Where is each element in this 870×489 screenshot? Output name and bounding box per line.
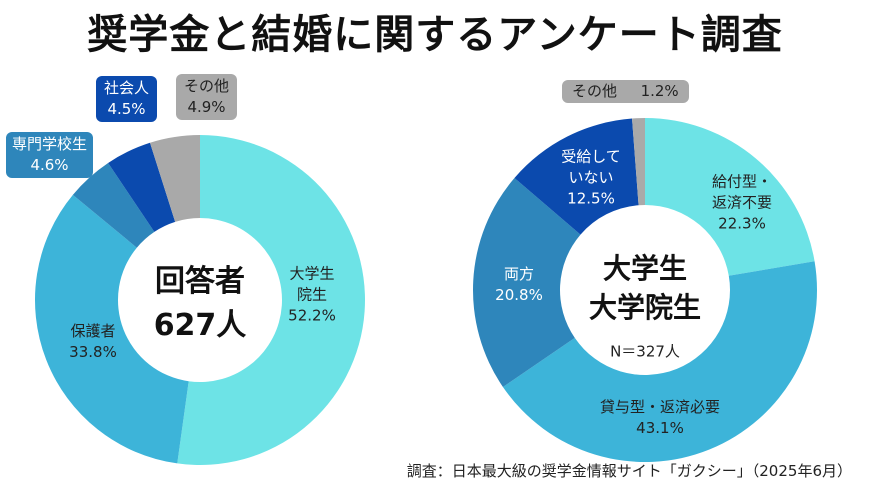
label-line: その他 <box>184 77 230 95</box>
source-footer: 調査：日本最大級の奨学金情報サイト「ガクシー」（2025年6月） <box>406 462 852 480</box>
left-center-label-line1: 回答者 <box>155 264 245 299</box>
right-label-other: その他 1.2% <box>562 80 689 103</box>
right-n-label: N＝327人 <box>610 342 680 361</box>
label-value: 12.5% <box>567 189 615 208</box>
left-label-other: その他 4.9% <box>176 74 238 120</box>
right-label-none: 受給して いない 12.5% <box>561 147 621 210</box>
label-value: 1.2% <box>640 82 679 100</box>
right-label-loan: 貸与型・返済必要 43.1% <box>600 397 720 439</box>
left-label-worker: 社会人 4.5% <box>96 76 158 122</box>
right-slice-0 <box>645 118 815 276</box>
left-label-university: 大学生 院生 52.2% <box>288 264 336 327</box>
left-label-vocational: 専門学校生 4.6% <box>6 132 94 178</box>
right-slice-2 <box>473 177 581 387</box>
label-value: 22.3% <box>718 214 766 233</box>
label-value: 43.1% <box>636 419 684 437</box>
label-value: 4.6% <box>30 156 69 174</box>
label-line: 両方 <box>503 265 534 283</box>
left-slice-4 <box>149 135 200 222</box>
right-slice-1 <box>502 261 817 462</box>
label-value: 52.2% <box>288 306 336 325</box>
label-value: 20.8% <box>495 286 543 304</box>
page-title: 奨学金と結婚に関するアンケート調査 <box>87 12 783 58</box>
left-slice-3 <box>108 142 176 232</box>
label-line: 院生 <box>296 285 327 304</box>
label-line: 受給して <box>561 147 621 166</box>
right-center-label-line1: 大学生 <box>602 252 688 285</box>
label-value: 4.9% <box>187 98 226 116</box>
label-line: 専門学校生 <box>12 135 88 153</box>
left-label-guardian: 保護者 33.8% <box>69 321 117 363</box>
label-value: 33.8% <box>69 343 117 361</box>
label-value: 4.5% <box>107 100 146 118</box>
left-slice-0 <box>177 135 365 465</box>
left-slice-1 <box>34 194 189 464</box>
right-label-grant: 給付型・ 返済不要 22.3% <box>712 172 772 235</box>
right-label-both: 両方 20.8% <box>495 264 543 306</box>
label-line: 社会人 <box>104 79 150 97</box>
label-line: 保護者 <box>70 322 116 340</box>
label-line: 返済不要 <box>711 193 773 212</box>
right-slice-4 <box>632 118 645 206</box>
label-line: 大学生 <box>289 264 335 283</box>
label-line: その他 <box>572 82 618 100</box>
label-line: 給付型・ <box>711 172 773 191</box>
right-center-label-line2: 大学院生 <box>588 291 702 324</box>
left-slice-2 <box>72 162 155 248</box>
right-slice-3 <box>514 118 639 235</box>
left-center-label-line2: 627人 <box>153 308 247 343</box>
label-line: 貸与型・返済必要 <box>599 398 721 416</box>
label-line: いない <box>568 168 614 187</box>
